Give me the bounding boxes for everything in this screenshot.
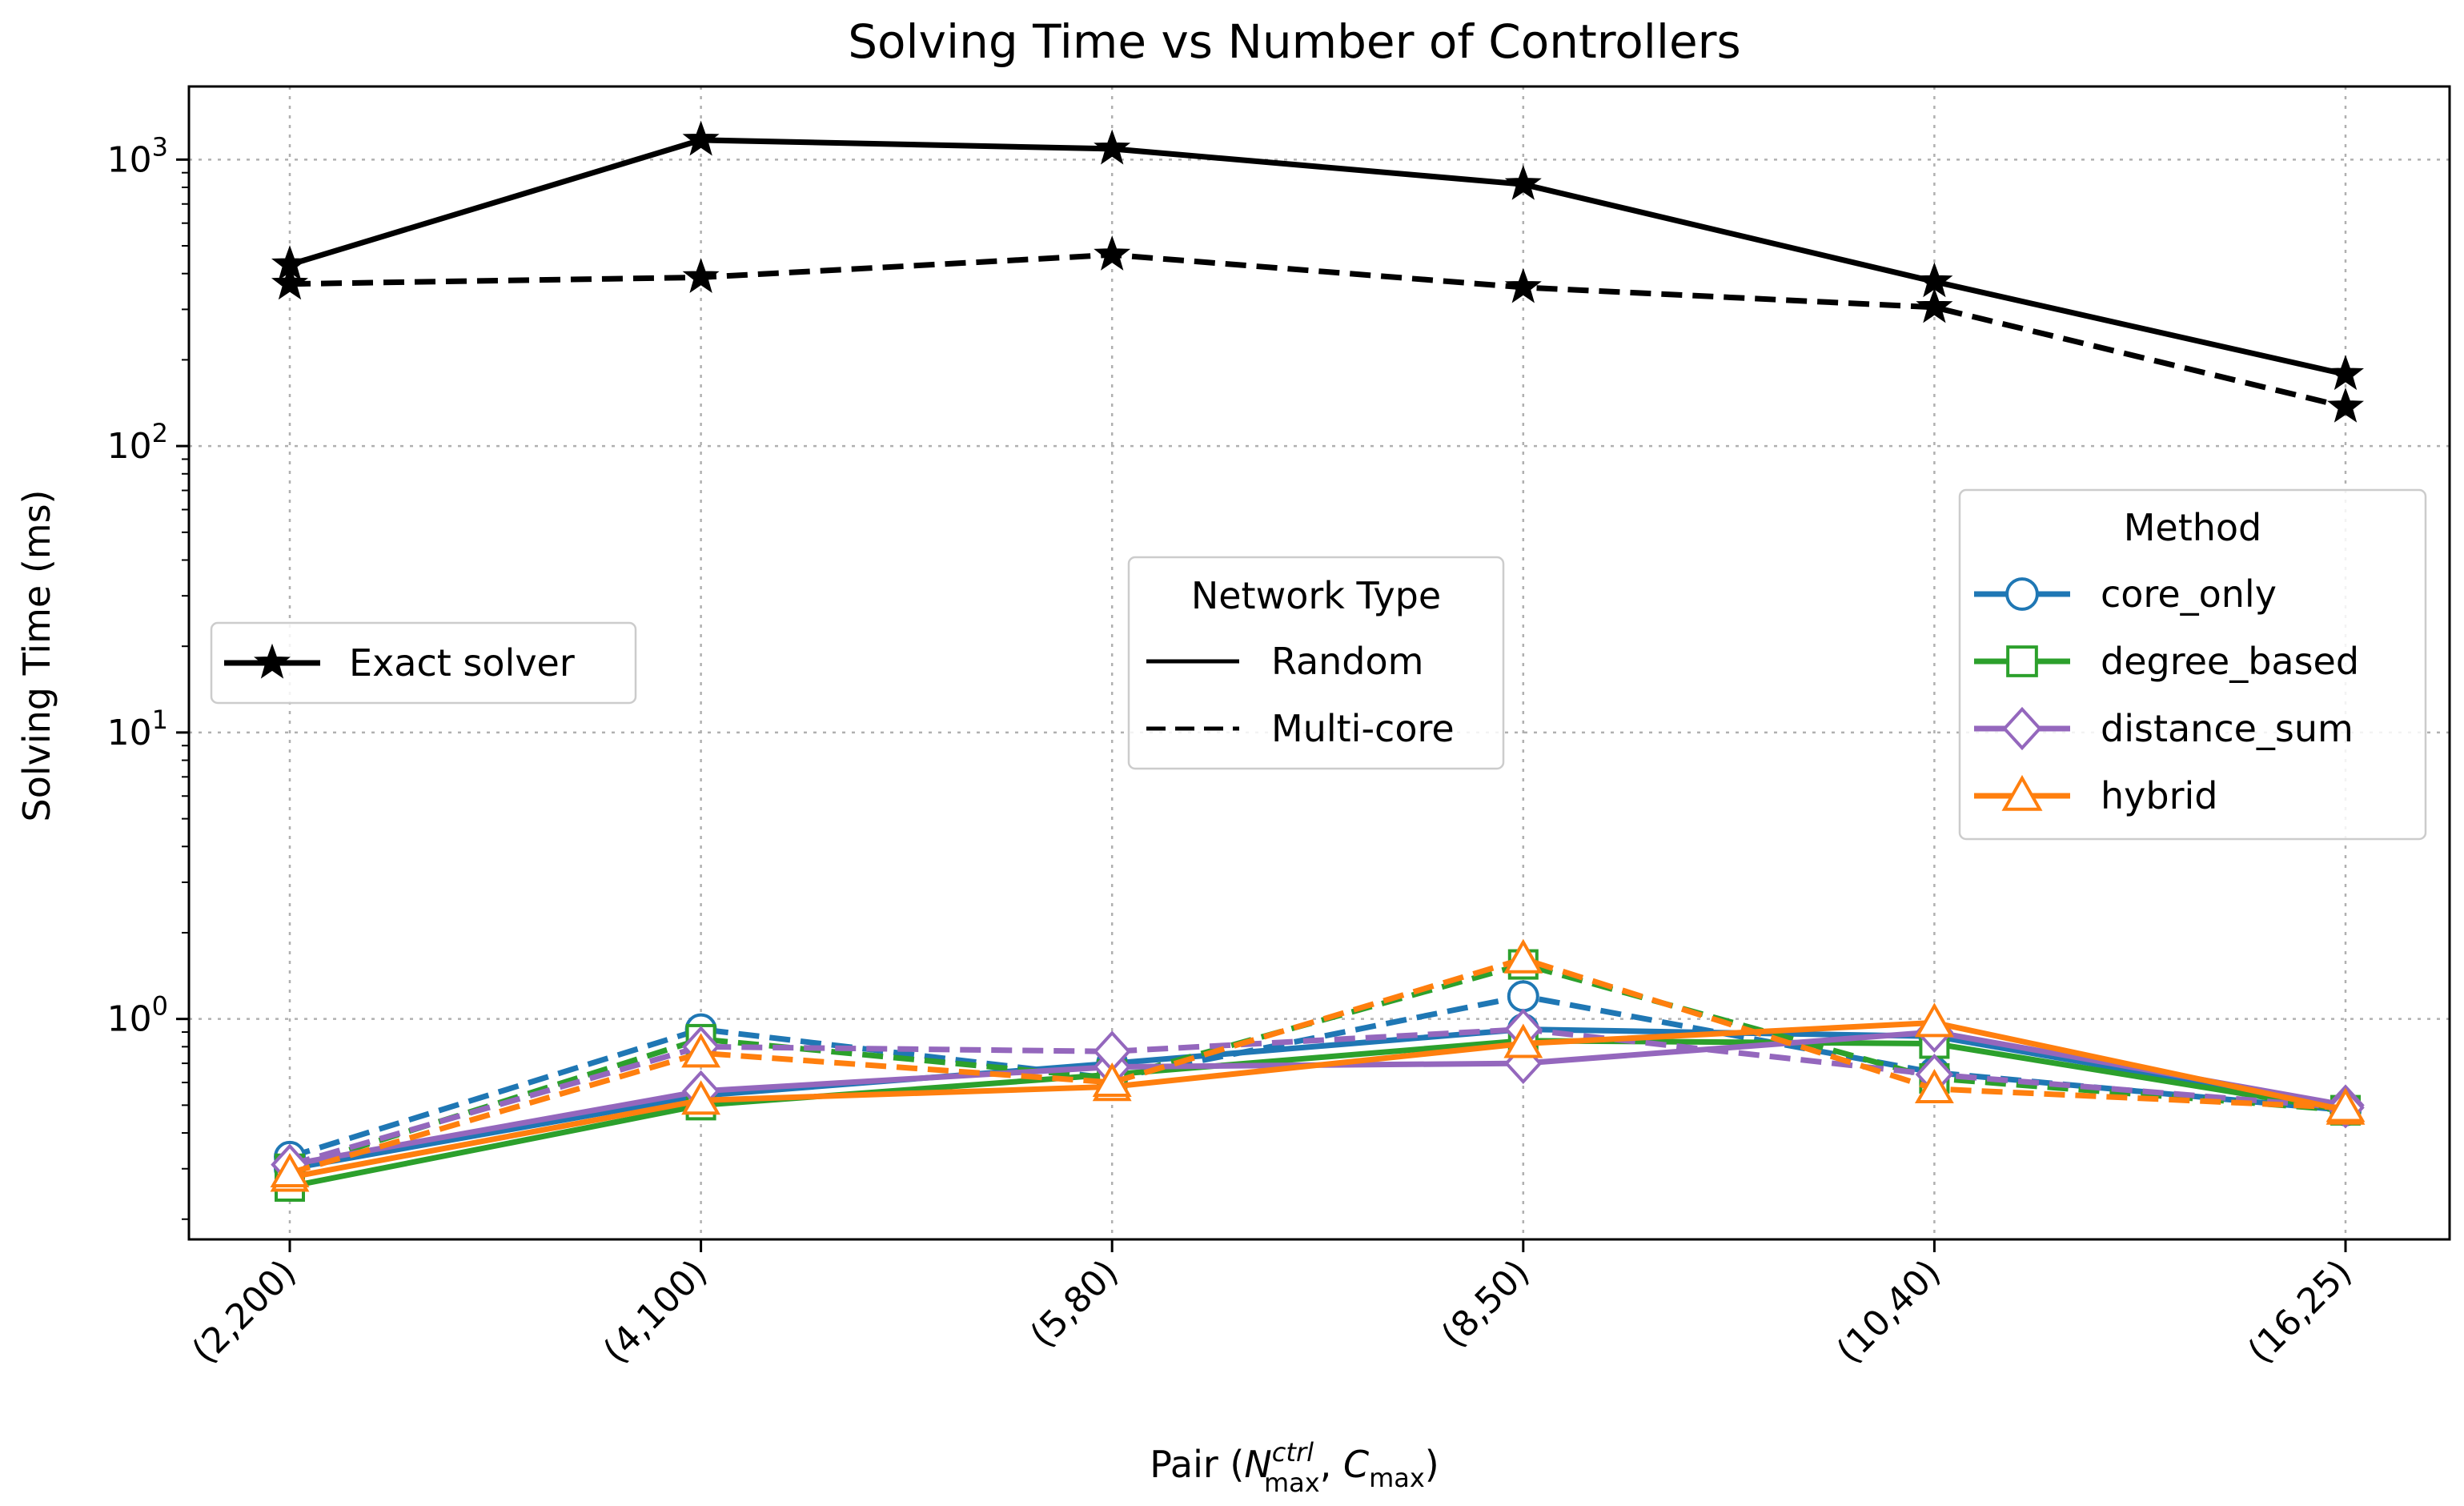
x-tick-label: (10,40) [1829,1252,1948,1371]
y-tick-exponent: 3 [152,131,168,162]
legend-label-multi-core: Multi-core [1271,707,1455,750]
legend-label-hybrid: hybrid [2101,774,2217,817]
data-point-triangle [681,1080,721,1115]
legend-frame [1958,488,2427,841]
x-axis-label-c: C [1343,1443,1369,1486]
series-line [289,1019,2346,1180]
series-distance-sum-multi-core [271,1008,2365,1186]
y-tick-label: 103 [107,131,168,180]
series-core-only-multi-core [274,980,2362,1173]
legend-star-marker [254,643,291,679]
y-tick-base: 10 [107,713,152,753]
series-hybrid-multi-core [270,938,2366,1188]
legend-marker-core_only [2005,577,2039,611]
data-point-star [2327,387,2364,423]
data-point-star [1504,164,1542,200]
plot-frame [187,85,2451,1241]
y-tick-base: 10 [107,139,152,180]
chart-title: Solving Time vs Number of Controllers [848,14,1741,69]
data-point-triangle [1092,1062,1132,1098]
legend-network-type: Network Type Random Multi-core [1127,556,1505,770]
data-point-star [1504,267,1542,303]
x-axis-label-n-sup: ctrl [1272,1437,1314,1468]
series-hybrid-random [270,1002,2366,1192]
series-line [289,956,2346,1176]
x-tick-label: (5,80) [1022,1252,1126,1356]
legend-title-method: Method [2124,506,2262,549]
data-point-triangle [270,1152,310,1188]
series-exact-solver-multi-core [271,235,2364,423]
y-tick-label: 102 [107,418,168,467]
series-exact-solver-random [271,120,2364,391]
series-line [289,1026,2346,1168]
x-axis-label: Pair (Nctrl max, Cmax) [1150,1437,1439,1498]
y-tick-base: 10 [107,426,152,467]
data-point-triangle [1914,1068,1954,1104]
legend-label-distance_sum: distance_sum [2101,707,2354,750]
x-tick-label: (4,100) [596,1252,715,1371]
data-point-star [1094,129,1131,165]
data-point-star [682,120,720,156]
data-point-triangle [681,1033,721,1068]
legend-title-network-type: Network Type [1191,574,1441,617]
y-tick-exponent: 1 [152,705,168,735]
x-tick-label: (2,200) [184,1252,303,1371]
data-point-triangle [1503,1023,1543,1058]
legend-frame [1127,556,1505,770]
legend-label-random: Random [1271,640,1423,683]
x-axis-label-n-sub: max [1264,1468,1320,1498]
y-tick-label: 101 [107,705,168,753]
x-axis-label-prefix: Pair ( [1150,1443,1244,1486]
legend-method: Method core_only degree_based distance_sumh… [1958,488,2427,841]
x-axis-label-sep: , [1320,1443,1343,1486]
legend-exact-solver: Exact solver [210,621,637,705]
y-tick-exponent: 0 [152,991,168,1022]
legend-marker-degree_based [2006,645,2038,677]
y-tick-label: 100 [107,991,168,1040]
series-line [289,1038,2346,1190]
legend-label-exact-solver: Exact solver [349,641,575,685]
data-point-star [682,258,720,293]
y-tick-base: 10 [107,999,152,1040]
legend-marker-hybrid [2001,774,2043,811]
data-point-triangle [1503,938,1543,974]
x-axis-label-c-sub: max [1369,1463,1425,1493]
series-line [289,251,2346,410]
legend-label-core_only: core_only [2101,572,2277,616]
data-point-star [2327,355,2364,391]
data-point-star [271,264,309,300]
y-tick-exponent: 2 [152,418,168,448]
series-line [288,962,2346,1172]
data-point-triangle [2326,1087,2366,1122]
x-tick-label: (8,50) [1434,1252,1538,1356]
legend-frame [210,621,637,705]
data-point-star [1916,287,1953,323]
data-point-star [1094,235,1131,271]
data-point-circle [1507,980,1539,1013]
x-axis-label-suffix: ) [1425,1443,1439,1486]
series-line [288,137,2346,377]
legend-marker-distance_sum [2002,706,2042,751]
series-line [289,1026,2346,1172]
y-axis-label: Solving Time (ms) [15,490,58,822]
x-tick-label: (16,25) [2240,1252,2359,1371]
series-line [289,1029,2346,1168]
legend-label-degree_based: degree_based [2101,640,2359,683]
x-axis-label-n: N [1244,1443,1271,1486]
data-point-triangle [1914,1002,1954,1038]
